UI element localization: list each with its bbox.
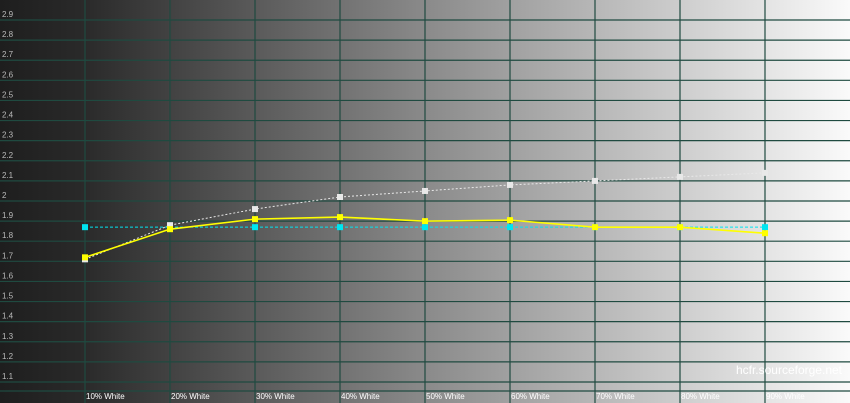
data-point — [507, 224, 513, 231]
x-tick-label: 40% White — [341, 392, 380, 401]
y-tick-label: 2.2 — [2, 151, 14, 160]
y-tick-label: 1.8 — [2, 231, 14, 240]
y-tick-label: 1.3 — [2, 332, 14, 341]
x-tick-label: 50% White — [426, 392, 465, 401]
y-tick-label: 1.5 — [2, 292, 14, 301]
data-point — [167, 226, 173, 233]
x-tick-label: 70% White — [596, 392, 635, 401]
x-tick-label: 80% White — [681, 392, 720, 401]
data-point — [167, 222, 173, 229]
y-tick-label: 1.9 — [2, 211, 14, 220]
data-point — [592, 177, 598, 184]
y-tick-label: 2.7 — [2, 50, 14, 59]
x-tick-label: 20% White — [171, 392, 210, 401]
y-tick-label: 2.3 — [2, 131, 14, 140]
data-point — [252, 216, 258, 223]
data-point — [252, 206, 258, 213]
data-point — [422, 187, 428, 194]
data-point — [422, 224, 428, 231]
y-tick-label: 2.5 — [2, 90, 14, 99]
y-tick-label: 2.6 — [2, 70, 14, 79]
y-tick-label: 1.4 — [2, 312, 14, 321]
data-point — [677, 224, 683, 231]
x-tick-label: 10% White — [86, 392, 125, 401]
y-tick-label: 2 — [2, 191, 7, 200]
data-point — [337, 224, 343, 231]
data-point — [422, 218, 428, 225]
data-point — [762, 230, 768, 237]
y-tick-label: 2.9 — [2, 10, 14, 19]
y-tick-label: 1.1 — [2, 372, 14, 381]
data-point — [507, 181, 513, 188]
data-point — [762, 224, 768, 231]
data-point — [337, 214, 343, 221]
x-tick-label: 90% White — [766, 392, 805, 401]
y-tick-label: 2.8 — [2, 30, 14, 39]
data-point — [507, 217, 513, 224]
x-tick-label: 60% White — [511, 392, 550, 401]
y-tick-label: 2.4 — [2, 111, 14, 120]
data-point — [677, 173, 683, 180]
y-tick-label: 1.2 — [2, 352, 14, 361]
watermark: hcfr.sourceforge.net — [736, 363, 843, 377]
y-tick-label: 2.1 — [2, 171, 14, 180]
y-tick-label: 1.7 — [2, 251, 14, 260]
data-point — [337, 194, 343, 201]
data-point — [82, 224, 88, 231]
data-point — [252, 224, 258, 231]
data-point — [762, 169, 768, 176]
y-tick-label: 1.6 — [2, 271, 14, 280]
data-point — [82, 254, 88, 261]
x-tick-label: 30% White — [256, 392, 295, 401]
data-point — [592, 224, 598, 231]
